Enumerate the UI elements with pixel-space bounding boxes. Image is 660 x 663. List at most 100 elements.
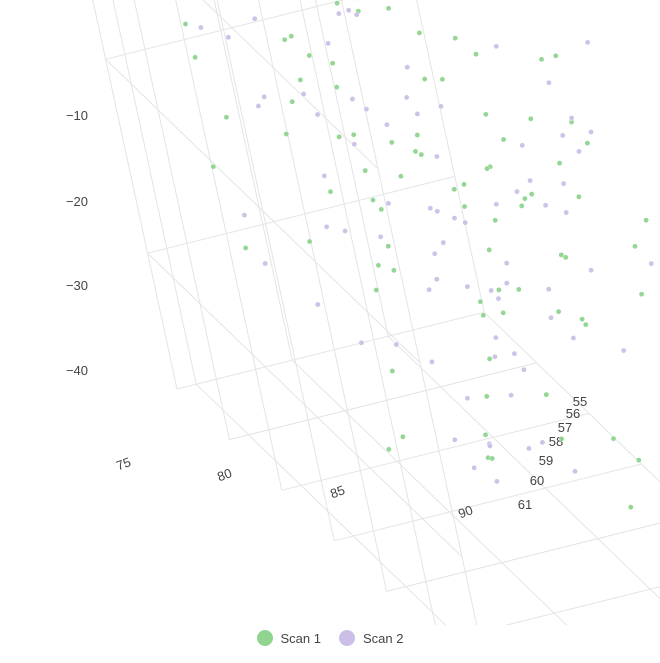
data-point-2-52[interactable]	[560, 180, 567, 187]
data-point-2-63[interactable]	[588, 129, 594, 135]
data-point-2-39[interactable]	[377, 233, 384, 240]
data-point-1-86[interactable]	[412, 148, 419, 155]
data-point-2-94[interactable]	[414, 111, 421, 117]
data-point-1-85[interactable]	[584, 140, 591, 146]
data-point-2-89[interactable]	[464, 395, 471, 402]
data-point-1-80[interactable]	[518, 203, 525, 209]
data-point-1-56[interactable]	[500, 309, 507, 316]
data-point-2-65[interactable]	[451, 215, 458, 221]
data-point-1-20[interactable]	[496, 287, 502, 293]
data-point-2-70[interactable]	[576, 148, 582, 155]
data-point-1-21[interactable]	[638, 291, 645, 298]
data-point-2-20[interactable]	[588, 267, 594, 274]
data-point-1-93[interactable]	[385, 243, 392, 249]
data-point-1-77[interactable]	[473, 51, 479, 57]
data-point-1-33[interactable]	[416, 30, 423, 36]
data-point-2-47[interactable]	[385, 200, 392, 207]
data-point-1-70[interactable]	[210, 163, 217, 170]
data-point-1-35[interactable]	[483, 111, 489, 118]
data-point-2-12[interactable]	[495, 295, 502, 302]
data-point-1-42[interactable]	[576, 193, 582, 200]
data-point-1-87[interactable]	[414, 132, 421, 138]
data-point-1-90[interactable]	[486, 247, 493, 253]
data-point-1-45[interactable]	[486, 355, 493, 362]
data-point-1-49[interactable]	[480, 312, 487, 319]
data-point-1-67[interactable]	[528, 116, 534, 122]
data-point-1-28[interactable]	[182, 21, 189, 27]
data-point-2-28[interactable]	[493, 43, 500, 50]
data-point-2-21[interactable]	[440, 239, 447, 246]
data-point-1-11[interactable]	[391, 267, 397, 274]
data-point-1-62[interactable]	[500, 136, 507, 143]
data-point-2-15[interactable]	[526, 445, 532, 452]
data-point-2-4[interactable]	[429, 359, 435, 365]
data-point-2-54[interactable]	[503, 280, 510, 286]
data-point-1-46[interactable]	[327, 188, 334, 195]
data-point-1-19[interactable]	[492, 217, 499, 224]
data-point-2-48[interactable]	[427, 205, 434, 211]
data-point-2-31[interactable]	[514, 188, 520, 195]
data-point-2-67[interactable]	[225, 34, 232, 41]
data-point-1-5[interactable]	[558, 436, 565, 442]
data-point-1-66[interactable]	[484, 165, 490, 172]
data-point-2-11[interactable]	[262, 260, 269, 267]
data-point-2-34[interactable]	[438, 103, 444, 110]
data-point-2-100[interactable]	[325, 40, 331, 47]
data-point-1-79[interactable]	[477, 298, 484, 305]
data-point-1-48[interactable]	[336, 134, 342, 140]
data-point-1-88[interactable]	[421, 76, 428, 82]
data-point-2-76[interactable]	[521, 366, 527, 373]
data-point-1-26[interactable]	[461, 203, 468, 210]
data-point-1-97[interactable]	[192, 54, 198, 61]
data-point-1-6[interactable]	[610, 435, 617, 442]
data-point-1-69[interactable]	[451, 186, 458, 193]
data-point-1-7[interactable]	[583, 321, 589, 328]
data-point-1-22[interactable]	[283, 131, 290, 137]
data-point-1-17[interactable]	[400, 433, 406, 440]
data-point-2-90[interactable]	[358, 339, 365, 346]
data-point-2-29[interactable]	[488, 287, 495, 294]
data-point-2-73[interactable]	[434, 153, 440, 160]
data-point-1-4[interactable]	[389, 368, 396, 374]
data-point-2-6[interactable]	[351, 141, 358, 147]
data-point-2-78[interactable]	[345, 7, 352, 14]
data-point-1-78[interactable]	[223, 114, 230, 120]
data-point-1-51[interactable]	[362, 167, 369, 174]
data-point-2-32[interactable]	[620, 347, 627, 354]
legend-item-scan-2[interactable]: Scan 2	[339, 630, 403, 646]
data-point-1-25[interactable]	[636, 457, 642, 463]
data-point-2-84[interactable]	[433, 276, 440, 283]
data-point-1-89[interactable]	[398, 173, 404, 179]
data-point-1-94[interactable]	[516, 286, 522, 293]
data-point-1-73[interactable]	[375, 262, 382, 269]
data-point-2-61[interactable]	[342, 228, 348, 234]
data-point-2-92[interactable]	[462, 219, 469, 226]
data-point-1-83[interactable]	[306, 52, 313, 59]
data-point-2-37[interactable]	[548, 314, 554, 321]
data-point-1-16[interactable]	[373, 287, 380, 293]
data-point-2-17[interactable]	[648, 260, 655, 267]
data-point-2-50[interactable]	[539, 439, 546, 446]
data-point-2-71[interactable]	[384, 121, 390, 128]
data-point-2-66[interactable]	[403, 94, 410, 101]
data-point-2-3[interactable]	[300, 91, 307, 97]
data-point-1-29[interactable]	[632, 243, 638, 250]
scatter-3d-chart[interactable]: −10 −20 −30 −40 75 80 85 90 55 56 57 58 …	[0, 0, 660, 625]
data-point-1-47[interactable]	[522, 195, 528, 202]
data-point-1-40[interactable]	[385, 5, 392, 12]
data-point-2-23[interactable]	[545, 286, 552, 293]
data-point-1-54[interactable]	[289, 98, 296, 105]
data-point-1-2[interactable]	[333, 84, 340, 90]
data-point-1-65[interactable]	[288, 33, 295, 40]
data-point-1-61[interactable]	[386, 446, 392, 453]
data-point-1-10[interactable]	[543, 391, 550, 398]
data-point-2-22[interactable]	[563, 209, 570, 216]
data-point-2-33[interactable]	[508, 392, 514, 399]
data-point-2-19[interactable]	[434, 208, 441, 215]
data-point-2-86[interactable]	[352, 0, 357, 1]
data-point-2-24[interactable]	[494, 478, 500, 485]
data-point-1-82[interactable]	[378, 206, 385, 213]
data-point-1-64[interactable]	[297, 77, 304, 83]
data-point-2-38[interactable]	[426, 286, 432, 293]
data-point-1-18[interactable]	[306, 238, 313, 245]
